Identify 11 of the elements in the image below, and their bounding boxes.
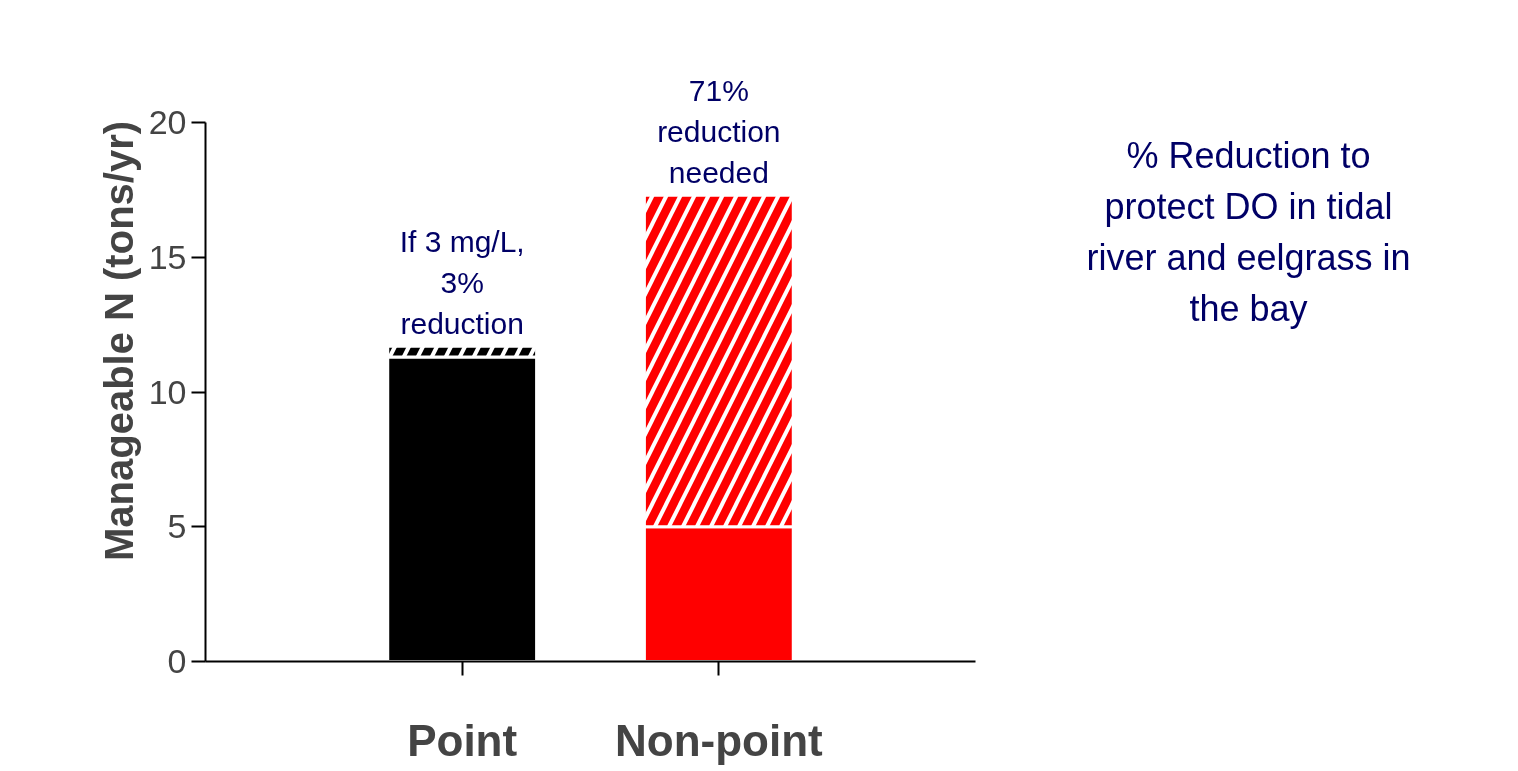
y-tick-label: 5	[167, 507, 187, 546]
y-axis-title: Manageable N (tons/yr)	[96, 120, 141, 562]
y-tick-label: 0	[167, 642, 187, 680]
annotation: 71% reduction needed	[657, 73, 781, 190]
y-tick-label: 10	[148, 372, 187, 411]
text: % Reduction to protect DO in tidal river and eelgrass in the bay	[1086, 134, 1411, 330]
y-tick-label: 15	[148, 237, 187, 276]
x-tick-label: Non-point	[614, 715, 824, 765]
x-tick-label: Point	[407, 715, 518, 765]
y-tick-label: 20	[148, 103, 187, 141]
annotation: If 3 mg/L, 3% reduction	[399, 224, 525, 341]
